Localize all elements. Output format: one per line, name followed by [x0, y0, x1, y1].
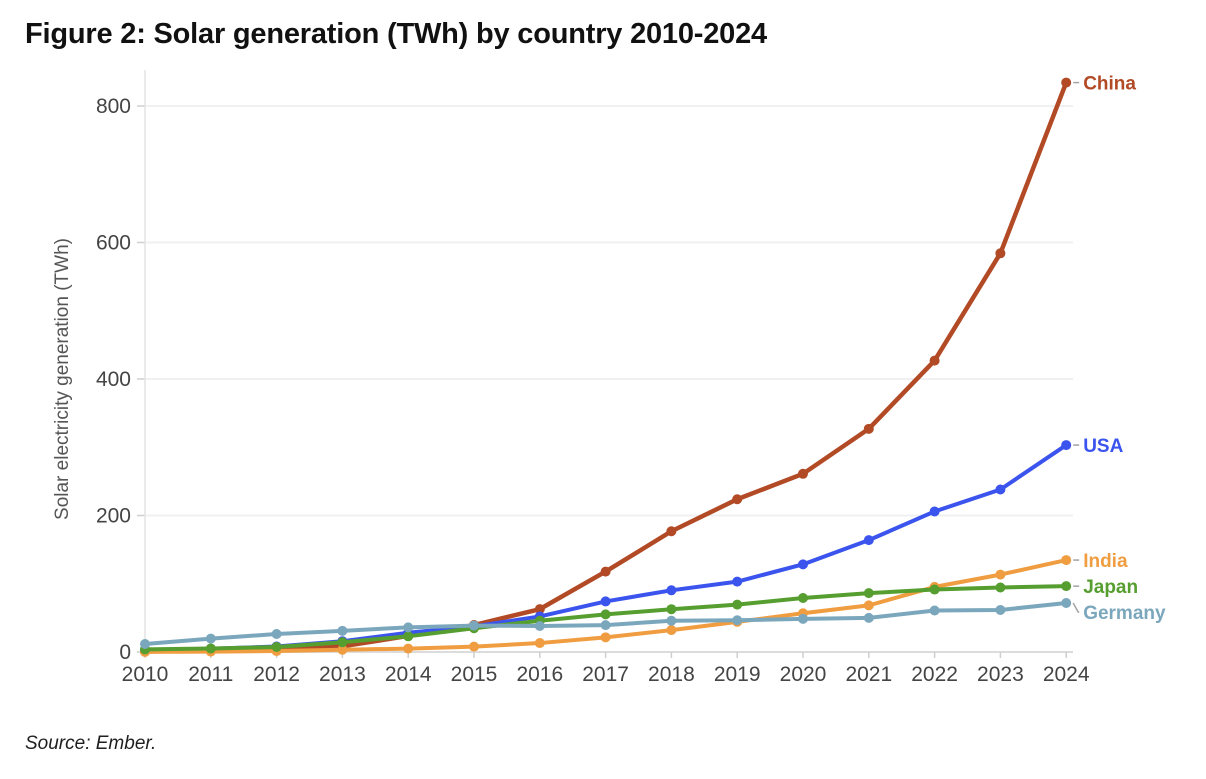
series-point-usa-2020	[798, 559, 808, 570]
series-end-label-india: India	[1083, 551, 1128, 572]
series-point-germany-2017	[600, 620, 611, 631]
series-point-india-2013	[337, 644, 348, 655]
x-tick-label-2014: 2014	[385, 663, 432, 686]
series-point-china-2018	[666, 526, 677, 537]
series-point-india-2021	[863, 600, 874, 611]
y-tick-label-800: 800	[96, 95, 131, 118]
series-point-china-2024	[1061, 77, 1072, 88]
series-point-india-2015	[469, 641, 479, 652]
series-point-germany-2022	[929, 605, 940, 616]
series-point-germany-2012	[271, 628, 282, 639]
series-point-germany-2010	[140, 639, 150, 650]
y-tick-label-400: 400	[96, 368, 131, 391]
series-point-japan-2021	[863, 588, 874, 599]
series-point-japan-2023	[995, 582, 1006, 593]
series-point-china-2017	[600, 566, 611, 577]
x-tick-label-2017: 2017	[582, 663, 629, 686]
series-point-germany-2013	[337, 625, 348, 636]
x-tick-label-2015: 2015	[451, 663, 498, 686]
series-line-china	[142, 80, 1069, 654]
series-point-india-2023	[995, 569, 1006, 580]
series-point-usa-2017	[600, 596, 611, 607]
series-point-china-2021	[863, 423, 874, 434]
y-tick-label-200: 200	[96, 505, 131, 528]
series-point-japan-2011	[205, 643, 216, 654]
figure-title: Figure 2: Solar generation (TWh) by coun…	[25, 18, 767, 50]
x-tick-label-2021: 2021	[845, 663, 892, 686]
series-point-china-2019	[732, 494, 743, 505]
y-axis-title: Solar electricity generation (TWh)	[52, 238, 73, 520]
series-point-china-2020	[798, 468, 808, 479]
source-note: Source: Ember.	[25, 733, 157, 754]
series-end-label-germany: Germany	[1083, 603, 1166, 624]
series-point-japan-2022	[929, 584, 940, 595]
series-point-china-2022	[929, 355, 940, 366]
x-tick-label-2019: 2019	[714, 663, 761, 686]
series-point-japan-2014	[403, 631, 414, 642]
series-point-japan-2013	[337, 637, 348, 648]
y-tick-label-600: 600	[96, 232, 131, 255]
series-point-germany-2024	[1061, 597, 1072, 608]
x-tick-label-2010: 2010	[122, 663, 169, 686]
series-point-japan-2017	[600, 609, 611, 620]
series-point-germany-2021	[863, 612, 874, 623]
series-end-label-usa: USA	[1083, 436, 1123, 457]
x-tick-label-2020: 2020	[780, 663, 827, 686]
series-point-india-2016	[534, 638, 545, 649]
series-point-india-2017	[600, 632, 611, 643]
series-point-usa-2019	[732, 576, 743, 587]
x-tick-label-2016: 2016	[516, 663, 563, 686]
y-tick-label-0: 0	[119, 641, 131, 664]
x-tick-label-2024: 2024	[1043, 663, 1090, 686]
series-point-china-2016	[534, 604, 545, 615]
series-point-japan-2012	[271, 641, 282, 652]
x-tick-label-2018: 2018	[648, 663, 695, 686]
series-point-germany-2019	[732, 615, 743, 626]
series-point-india-2018	[666, 625, 677, 636]
series-point-germany-2014	[403, 622, 414, 633]
series-label-leader-germany	[1072, 602, 1080, 613]
series-point-usa-2024	[1061, 440, 1072, 451]
series-point-japan-2019	[732, 599, 743, 610]
series-end-label-china: China	[1083, 74, 1136, 95]
series-point-india-2014	[403, 643, 414, 654]
series-point-japan-2024	[1061, 581, 1072, 592]
series-point-japan-2020	[798, 593, 808, 604]
x-tick-label-2023: 2023	[977, 663, 1024, 686]
series-point-usa-2022	[929, 506, 940, 517]
x-tick-label-2022: 2022	[911, 663, 958, 686]
series-point-germany-2015	[469, 620, 479, 631]
series-end-label-japan: Japan	[1083, 577, 1138, 598]
series-point-india-2024	[1061, 555, 1072, 566]
series-point-usa-2021	[863, 535, 874, 546]
x-tick-label-2011: 2011	[188, 663, 233, 686]
series-point-japan-2018	[666, 604, 677, 615]
series-point-germany-2016	[534, 620, 545, 631]
x-tick-label-2012: 2012	[253, 663, 300, 686]
series-point-usa-2023	[995, 484, 1006, 495]
series-point-usa-2018	[666, 585, 677, 596]
x-tick-label-2013: 2013	[319, 663, 366, 686]
series-point-germany-2018	[666, 615, 677, 626]
series-point-germany-2011	[205, 633, 216, 644]
series-point-germany-2020	[798, 613, 808, 624]
series-point-germany-2023	[995, 604, 1006, 615]
series-point-china-2023	[995, 248, 1006, 259]
